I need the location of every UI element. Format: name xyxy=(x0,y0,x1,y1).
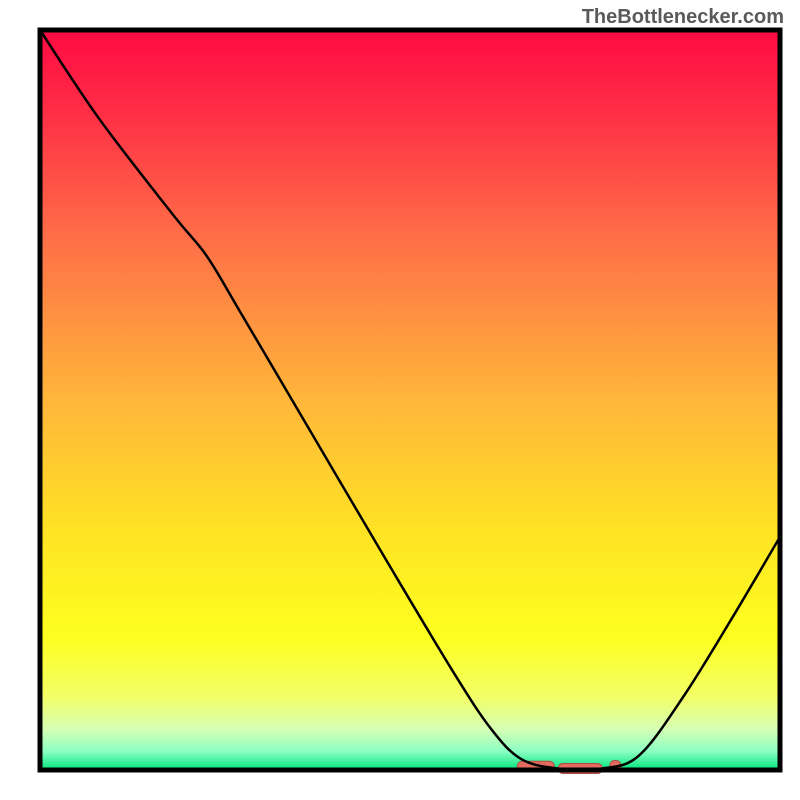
gradient-background xyxy=(40,30,780,770)
attribution-label: TheBottlenecker.com xyxy=(582,6,784,29)
bottleneck-chart xyxy=(0,0,800,800)
chart-container: TheBottlenecker.com xyxy=(0,0,800,800)
